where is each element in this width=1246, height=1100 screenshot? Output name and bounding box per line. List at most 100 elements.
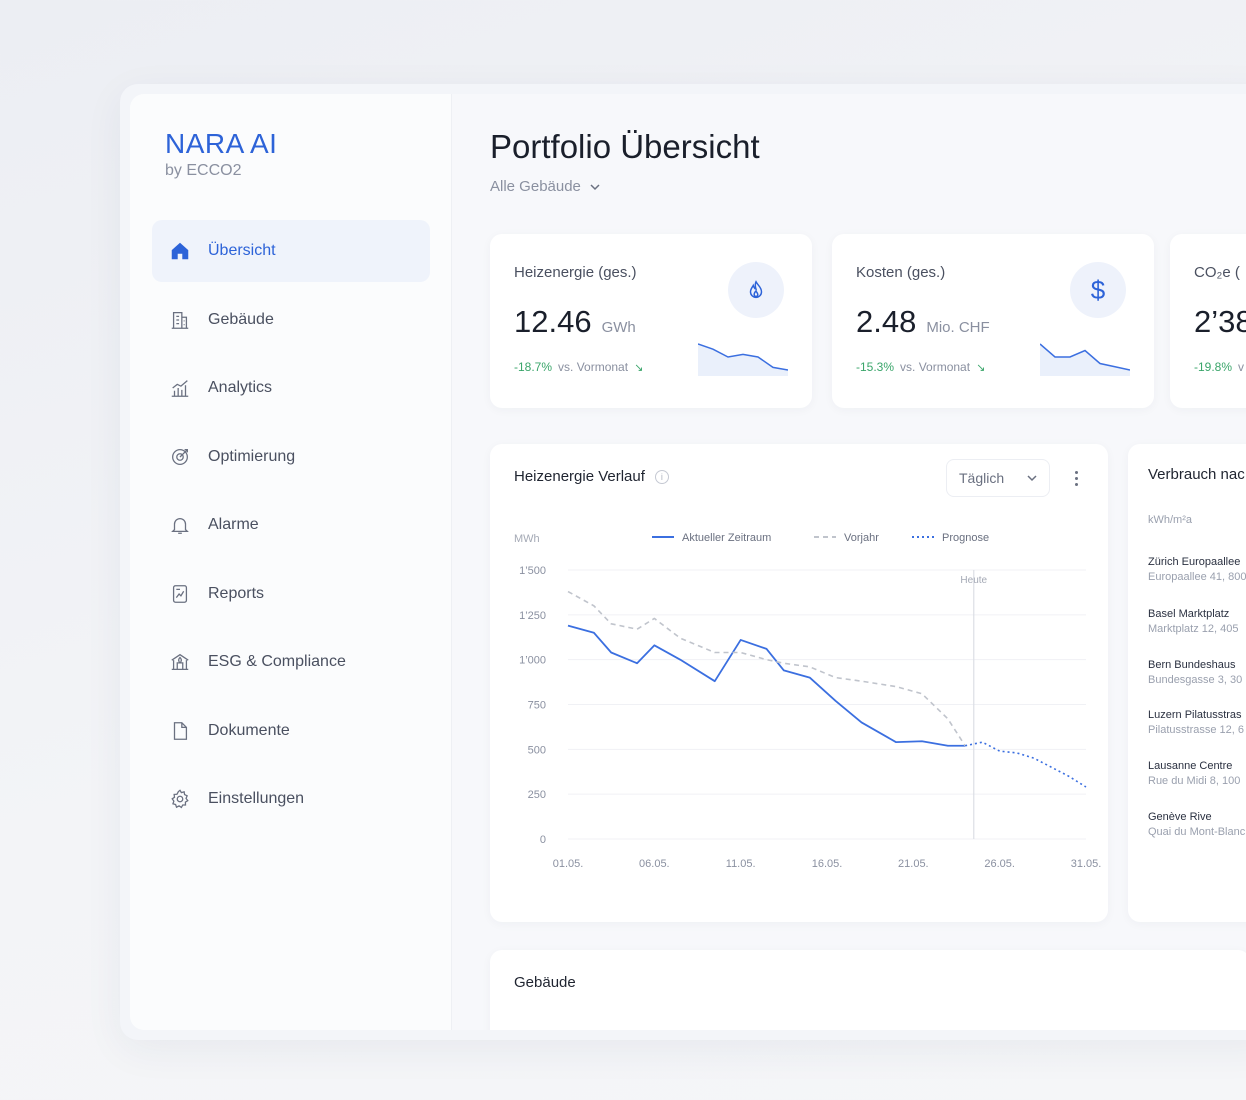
- list-item[interactable]: Lausanne Centre Rue du Midi 8, 100: [1148, 760, 1246, 787]
- brand: NARA AI by ECCO2: [165, 128, 277, 180]
- sidebar-item-uebersicht[interactable]: Übersicht: [152, 220, 430, 282]
- home-icon: [168, 239, 192, 263]
- y-tick-label: 250: [528, 789, 546, 801]
- report-icon: [168, 582, 192, 606]
- sidebar-item-analytics[interactable]: Analytics: [152, 357, 430, 419]
- building-filter-dropdown[interactable]: Alle Gebäude: [490, 178, 601, 195]
- chevron-down-icon: [1027, 475, 1037, 482]
- building-address: Rue du Midi 8, 100: [1148, 775, 1241, 787]
- sidebar-item-reports[interactable]: Reports: [152, 563, 430, 625]
- kpi-change-percent: -15.3%: [856, 360, 895, 374]
- sparkline-line: [1040, 343, 1130, 371]
- x-tick-label: 01.05.: [553, 858, 584, 870]
- trend-down-icon: ↘: [976, 361, 986, 374]
- list-item[interactable]: Zürich Europaallee Europaallee 41, 800: [1148, 556, 1246, 583]
- list-item[interactable]: Genève Rive Quai du Mont-Blanc: [1148, 811, 1246, 838]
- kpi-number: 2.48: [856, 304, 917, 339]
- kpi-number: 12.46: [514, 304, 592, 339]
- y-tick-label: 500: [528, 744, 546, 756]
- today-label: Heute: [960, 575, 987, 586]
- kpi-label: Kosten (ges.): [856, 264, 946, 281]
- filter-label: Alle Gebäude: [490, 178, 581, 195]
- sidebar-item-dokumente[interactable]: Dokumente: [152, 700, 430, 762]
- building-name: Luzern Pilatusstras: [1148, 709, 1242, 721]
- sidebar-item-optimierung[interactable]: Optimierung: [152, 426, 430, 488]
- buildings-card: Gebäude: [490, 950, 1246, 1030]
- kpi-value: 12.46 GWh: [514, 304, 636, 340]
- list-item[interactable]: Basel Marktplatz Marktplatz 12, 405: [1148, 608, 1246, 635]
- kpi-change-percent: -18.7%: [514, 360, 553, 374]
- building-name: Genève Rive: [1148, 811, 1212, 823]
- sidebar-item-label: Analytics: [208, 379, 273, 396]
- sidebar-nav: Übersicht Gebäude Analytics Optimierung: [152, 220, 430, 837]
- sidebar-item-label: Reports: [208, 584, 265, 602]
- analytics-icon: [168, 376, 192, 400]
- sidebar-item-alarme[interactable]: Alarme: [152, 494, 430, 556]
- period-select[interactable]: Täglich: [946, 459, 1050, 497]
- building-address: Quai du Mont-Blanc: [1148, 826, 1246, 838]
- sidebar-item-label: Optimierung: [208, 447, 296, 465]
- kpi-change-text: vs. Vormonat: [558, 360, 629, 374]
- legend-label: Prognose: [942, 532, 989, 544]
- target-icon: [168, 445, 192, 469]
- y-tick-label: 1’250: [519, 610, 546, 622]
- more-options-icon[interactable]: [1068, 466, 1084, 490]
- info-icon[interactable]: i: [654, 469, 669, 484]
- sidebar-item-label: Gebäude: [208, 310, 274, 328]
- brand-subtitle: by ECCO2: [165, 162, 242, 179]
- kpi-number: 2’38: [1194, 304, 1246, 339]
- kpi-card-co2: CO₂e ( 2’38 -19.8% v: [1170, 234, 1246, 408]
- y-tick-label: 0: [540, 834, 546, 846]
- x-tick-label: 31.05.: [1071, 858, 1102, 870]
- kpi-sparkline: [1040, 343, 1130, 376]
- kpi-label: CO₂e (: [1194, 264, 1240, 281]
- building-icon: [168, 308, 192, 332]
- x-tick-label: 11.05.: [726, 858, 756, 870]
- list-item[interactable]: Luzern Pilatusstras Pilatusstrasse 12, 6: [1148, 709, 1246, 736]
- kpi-change: -15.3% vs. Vormonat ↘: [856, 360, 985, 374]
- building-name: Basel Marktplatz: [1148, 608, 1230, 620]
- brand-title: NARA AI: [165, 128, 278, 159]
- x-tick-label: 21.05.: [898, 858, 929, 870]
- series-line: [567, 624, 966, 747]
- y-axis-unit: MWh: [514, 533, 540, 545]
- sidebar-item-label: Dokumente: [208, 721, 290, 739]
- side-panel-title: Verbrauch nac: [1148, 466, 1245, 483]
- sparkline-area: [1040, 344, 1130, 376]
- kpi-change-percent: -19.8%: [1194, 360, 1233, 374]
- sidebar-item-label: ESG & Compliance: [208, 653, 346, 670]
- legend-label: Vorjahr: [844, 532, 879, 544]
- sidebar: NARA AI by ECCO2 Übersicht Gebäude Ana: [130, 94, 452, 1030]
- building-address: Bundesgasse 3, 30: [1148, 674, 1243, 686]
- list-item[interactable]: Bern Bundeshaus Bundesgasse 3, 30: [1148, 659, 1246, 686]
- kpi-label: Heizenergie (ges.): [514, 264, 637, 281]
- building-name: Bern Bundeshaus: [1148, 659, 1236, 671]
- y-tick-label: 1’500: [519, 565, 546, 577]
- sidebar-item-label: Einstellungen: [208, 790, 305, 807]
- app-window: NARA AI by ECCO2 Übersicht Gebäude Ana: [130, 94, 1246, 1030]
- chart-title-text: Heizenergie Verlauf: [514, 468, 645, 485]
- sidebar-item-einstellungen[interactable]: Einstellungen: [152, 768, 430, 830]
- kpi-card-heizenergie: Heizenergie (ges.) 12.46 GWh -18.7% vs. …: [490, 234, 812, 408]
- kpi-unit: GWh: [601, 319, 636, 336]
- kpi-change-text: v: [1238, 360, 1245, 374]
- kpi-value: 2’38: [1194, 304, 1246, 340]
- y-tick-label: 750: [528, 700, 546, 712]
- kpi-change: -18.7% vs. Vormonat ↘: [514, 360, 643, 374]
- buildings-card-title: Gebäude: [514, 974, 576, 991]
- document-icon: [168, 719, 192, 743]
- legend-label: Aktueller Zeitraum: [682, 532, 771, 544]
- building-name: Zürich Europaallee: [1148, 556, 1241, 568]
- y-tick-label: 1’000: [519, 655, 546, 667]
- x-tick-label: 26.05.: [984, 858, 1015, 870]
- bell-icon: [168, 513, 192, 537]
- kpi-unit: Mio. CHF: [926, 319, 990, 336]
- kpi-value: 2.48 Mio. CHF: [856, 304, 990, 340]
- side-panel-unit: kWh/m²a: [1148, 514, 1192, 526]
- sidebar-item-label: Übersicht: [208, 242, 276, 259]
- building-name: Lausanne Centre: [1148, 760, 1233, 772]
- sparkline-area: [698, 344, 788, 376]
- sidebar-item-esg[interactable]: ESG & Compliance: [152, 631, 430, 693]
- sidebar-item-gebaeude[interactable]: Gebäude: [152, 289, 430, 351]
- dollar-icon: $: [1070, 262, 1126, 318]
